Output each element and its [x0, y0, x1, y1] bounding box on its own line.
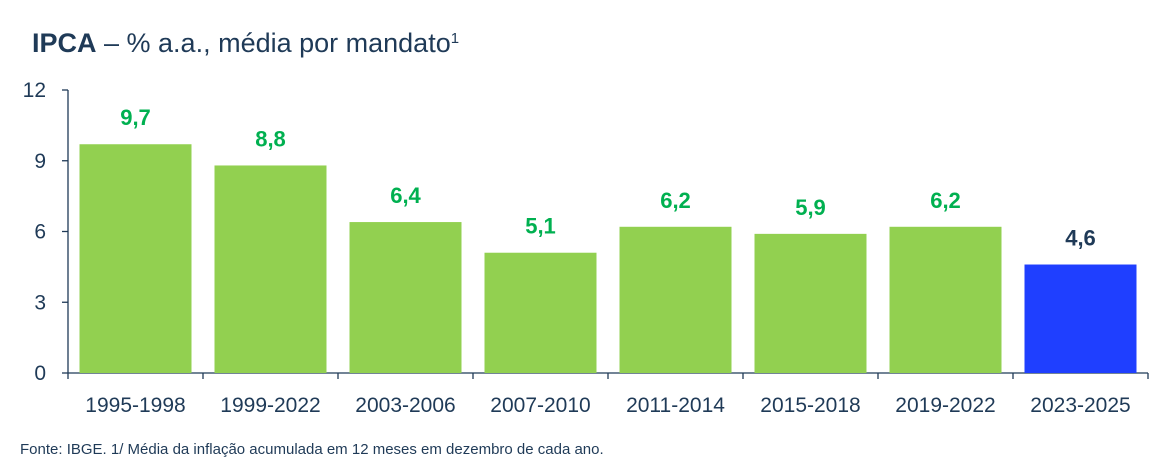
bar-2003-2006 [349, 222, 462, 373]
y-tick-label: 3 [34, 291, 46, 314]
x-tick-label-2023-2025: 2023-2025 [1030, 394, 1130, 417]
data-labels: 9,7 8,8 6,4 5,1 6,2 5,9 6,2 4,6 [120, 105, 1096, 250]
data-label-2023-2025: 4,6 [1065, 226, 1096, 251]
x-tick-label-1995-1998: 1995-1998 [85, 394, 185, 417]
data-label-1999-2022: 8,8 [255, 126, 286, 151]
data-label-2011-2014: 6,2 [660, 188, 691, 213]
y-axis: 0 3 6 9 12 [23, 79, 69, 385]
data-label-2007-2010: 5,1 [525, 214, 556, 239]
y-tick-label: 9 [34, 150, 46, 173]
bar-1995-1998 [79, 144, 192, 373]
bar-2015-2018 [754, 233, 867, 373]
y-tick-label: 12 [23, 79, 46, 102]
data-label-2003-2006: 6,4 [390, 183, 421, 208]
bar-2011-2014 [619, 226, 732, 373]
y-tick-label: 0 [34, 362, 46, 385]
bar-2023-2025 [1024, 264, 1137, 373]
x-tick-label-2015-2018: 2015-2018 [760, 394, 860, 417]
bar-1999-2022 [214, 165, 327, 373]
chart-title-rest: – % a.a., média por mandato [96, 28, 451, 58]
chart-title: IPCA – % a.a., média por mandato1 [32, 28, 459, 59]
data-label-2015-2018: 5,9 [795, 195, 826, 220]
data-label-2019-2022: 6,2 [930, 188, 961, 213]
chart-title-footnote-mark: 1 [450, 30, 460, 47]
data-label-1995-1998: 9,7 [120, 105, 151, 130]
chart-title-bold: IPCA [32, 28, 97, 58]
x-tick-label-2007-2010: 2007-2010 [490, 394, 590, 417]
x-axis: 1995-1998 1999-2022 2003-2006 2007-2010 2011… [67, 372, 1149, 417]
x-tick-label-2019-2022: 2019-2022 [895, 394, 995, 417]
x-tick-label-2011-2014: 2011-2014 [626, 394, 725, 417]
footnote: Fonte: IBGE. 1/ Média da inflação acumul… [20, 441, 604, 458]
bar-2019-2022 [889, 226, 1002, 373]
x-tick-label-2003-2006: 2003-2006 [355, 394, 455, 417]
y-tick-label: 6 [34, 221, 46, 244]
x-tick-label-1999-2022: 1999-2022 [220, 394, 320, 417]
bars [79, 144, 1137, 373]
bar-2007-2010 [484, 252, 597, 373]
